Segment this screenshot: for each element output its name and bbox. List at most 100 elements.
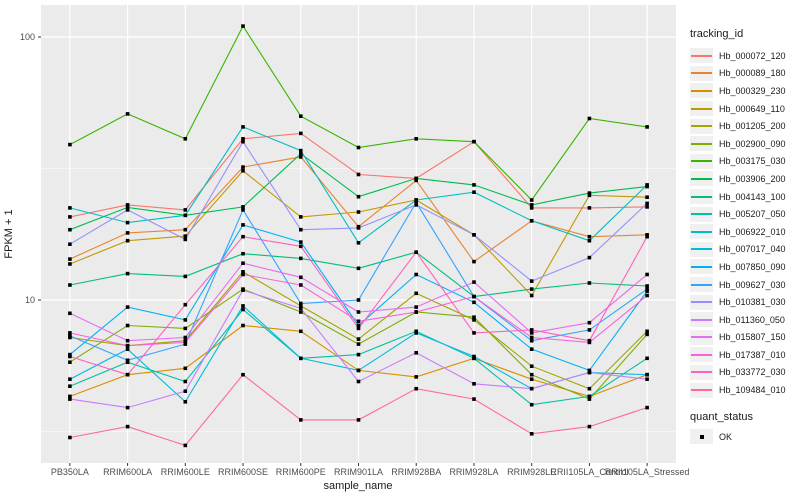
x-tick-label: RRIM928LA <box>449 467 498 477</box>
legend-item-Hb_109484_010: Hb_109484_010 <box>690 381 798 399</box>
legend-label: Hb_011360_050 <box>719 314 785 325</box>
point-Hb_015807_150 <box>125 338 130 343</box>
legend-key-icon <box>690 136 713 152</box>
point-Hb_006922_010 <box>356 241 361 245</box>
point-Hb_001205_200 <box>529 364 534 368</box>
point-Hb_006922_010 <box>414 198 418 202</box>
point-Hb_015807_150 <box>645 272 649 277</box>
point-Hb_109484_010 <box>68 435 72 440</box>
legend-label: Hb_000649_110 <box>719 103 785 114</box>
legend-item-Hb_006922_010: Hb_006922_010 <box>690 223 798 241</box>
point-Hb_015807_150 <box>299 275 303 280</box>
point-Hb_004143_100 <box>241 251 245 256</box>
legend-key-line <box>691 389 712 392</box>
point-Hb_005207_050 <box>241 307 245 312</box>
legend-label: Hb_015807_150 <box>719 332 786 343</box>
point-Hb_000072_120 <box>299 131 303 136</box>
legend-item-Hb_000329_230: Hb_000329_230 <box>690 82 798 100</box>
point-Hb_003906_200 <box>68 227 72 232</box>
point-Hb_007850_090 <box>183 318 188 322</box>
point-Hb_011360_050 <box>299 306 303 311</box>
point-Hb_006922_010 <box>125 220 130 225</box>
legend-key-icon <box>690 48 713 64</box>
quant-ok-marker-icon <box>690 429 713 445</box>
legend-key-icon <box>690 329 713 345</box>
legend-key-icon <box>690 118 713 134</box>
point-Hb_007850_090 <box>241 223 245 227</box>
legend-item-Hb_007017_040: Hb_007017_040 <box>690 241 798 259</box>
point-Hb_002900_090 <box>125 323 130 328</box>
legend-key-line <box>691 213 712 216</box>
legend-label: Hb_003175_030 <box>719 156 786 167</box>
legend-key-line <box>691 177 712 180</box>
point-Hb_003906_200 <box>125 205 130 210</box>
point-Hb_002900_090 <box>645 332 649 337</box>
point-Hb_004143_100 <box>356 266 361 271</box>
point-Hb_010381_030 <box>414 203 418 207</box>
point-Hb_002900_090 <box>68 360 72 364</box>
point-Hb_015807_150 <box>472 280 476 284</box>
point-Hb_007850_090 <box>125 305 130 309</box>
point-Hb_007850_090 <box>645 289 649 293</box>
legend-key-line <box>691 195 712 198</box>
point-Hb_109484_010 <box>587 424 592 429</box>
legend-label: Hb_004143_100 <box>719 191 786 202</box>
point-Hb_109484_010 <box>529 432 534 436</box>
x-tick-label: RRII105LA_Stressed <box>605 467 690 477</box>
point-Hb_010381_030 <box>356 226 361 230</box>
point-Hb_000329_230 <box>299 329 303 334</box>
point-Hb_109484_010 <box>183 443 188 448</box>
point-Hb_002900_090 <box>472 315 476 319</box>
point-Hb_000072_120 <box>183 208 188 212</box>
legend-label: Hb_000089_180 <box>719 68 786 79</box>
legend-item-Hb_003906_200: Hb_003906_200 <box>690 170 798 188</box>
point-Hb_017387_010 <box>241 272 245 277</box>
point-Hb_011360_050 <box>125 405 130 410</box>
legend-key-line <box>691 301 712 304</box>
legend-item-Hb_033772_030: Hb_033772_030 <box>690 364 798 382</box>
x-tick-label: RRIM928BA <box>391 467 441 477</box>
legend-item-quant-ok: OK <box>690 428 798 446</box>
point-Hb_015807_150 <box>183 335 188 340</box>
x-tick-label: RRIM901LA <box>334 467 383 477</box>
legend-label-quant-ok: OK <box>719 431 733 442</box>
legend-title-quant-status: quant_status <box>690 410 753 423</box>
point-Hb_003175_030 <box>645 125 649 129</box>
point-Hb_005207_050 <box>68 384 72 388</box>
point-Hb_010381_030 <box>472 233 476 237</box>
point-Hb_000072_120 <box>529 206 534 210</box>
point-Hb_015807_150 <box>356 310 361 314</box>
legend-label: Hb_007017_040 <box>719 244 786 255</box>
point-Hb_011360_050 <box>645 377 649 381</box>
point-Hb_000649_110 <box>125 238 130 243</box>
legend-key-line <box>691 336 712 339</box>
point-Hb_003175_030 <box>414 137 418 141</box>
point-Hb_007017_040 <box>356 368 361 373</box>
point-Hb_010381_030 <box>587 255 592 260</box>
point-Hb_033772_030 <box>356 326 361 331</box>
legend: tracking_id Hb_000072_120 Hb_000089_180 Hb… <box>690 28 798 445</box>
point-Hb_003175_030 <box>241 24 245 28</box>
point-Hb_109484_010 <box>414 386 418 391</box>
legend-item-Hb_004143_100: Hb_004143_100 <box>690 188 798 206</box>
point-Hb_109484_010 <box>125 424 130 429</box>
point-Hb_004143_100 <box>125 271 130 276</box>
point-Hb_003175_030 <box>68 142 72 147</box>
legend-label: Hb_006922_010 <box>719 226 786 237</box>
point-Hb_001205_200 <box>472 318 476 322</box>
point-Hb_006922_010 <box>587 238 592 243</box>
point-Hb_002900_090 <box>183 326 188 331</box>
legend-key-icon <box>690 65 713 81</box>
point-Hb_000089_180 <box>587 234 592 239</box>
legend-key-line <box>691 283 712 286</box>
point-Hb_109484_010 <box>299 418 303 422</box>
point-Hb_000649_110 <box>183 234 188 238</box>
x-tick-label: RRIM600SE <box>218 467 268 477</box>
legend-key-line <box>691 353 712 356</box>
legend-key-icon <box>690 101 713 117</box>
point-Hb_017387_010 <box>645 293 649 298</box>
point-Hb_015807_150 <box>414 305 418 309</box>
point-Hb_003906_200 <box>356 194 361 199</box>
point-Hb_001205_200 <box>645 329 649 334</box>
point-Hb_000649_110 <box>645 195 649 199</box>
